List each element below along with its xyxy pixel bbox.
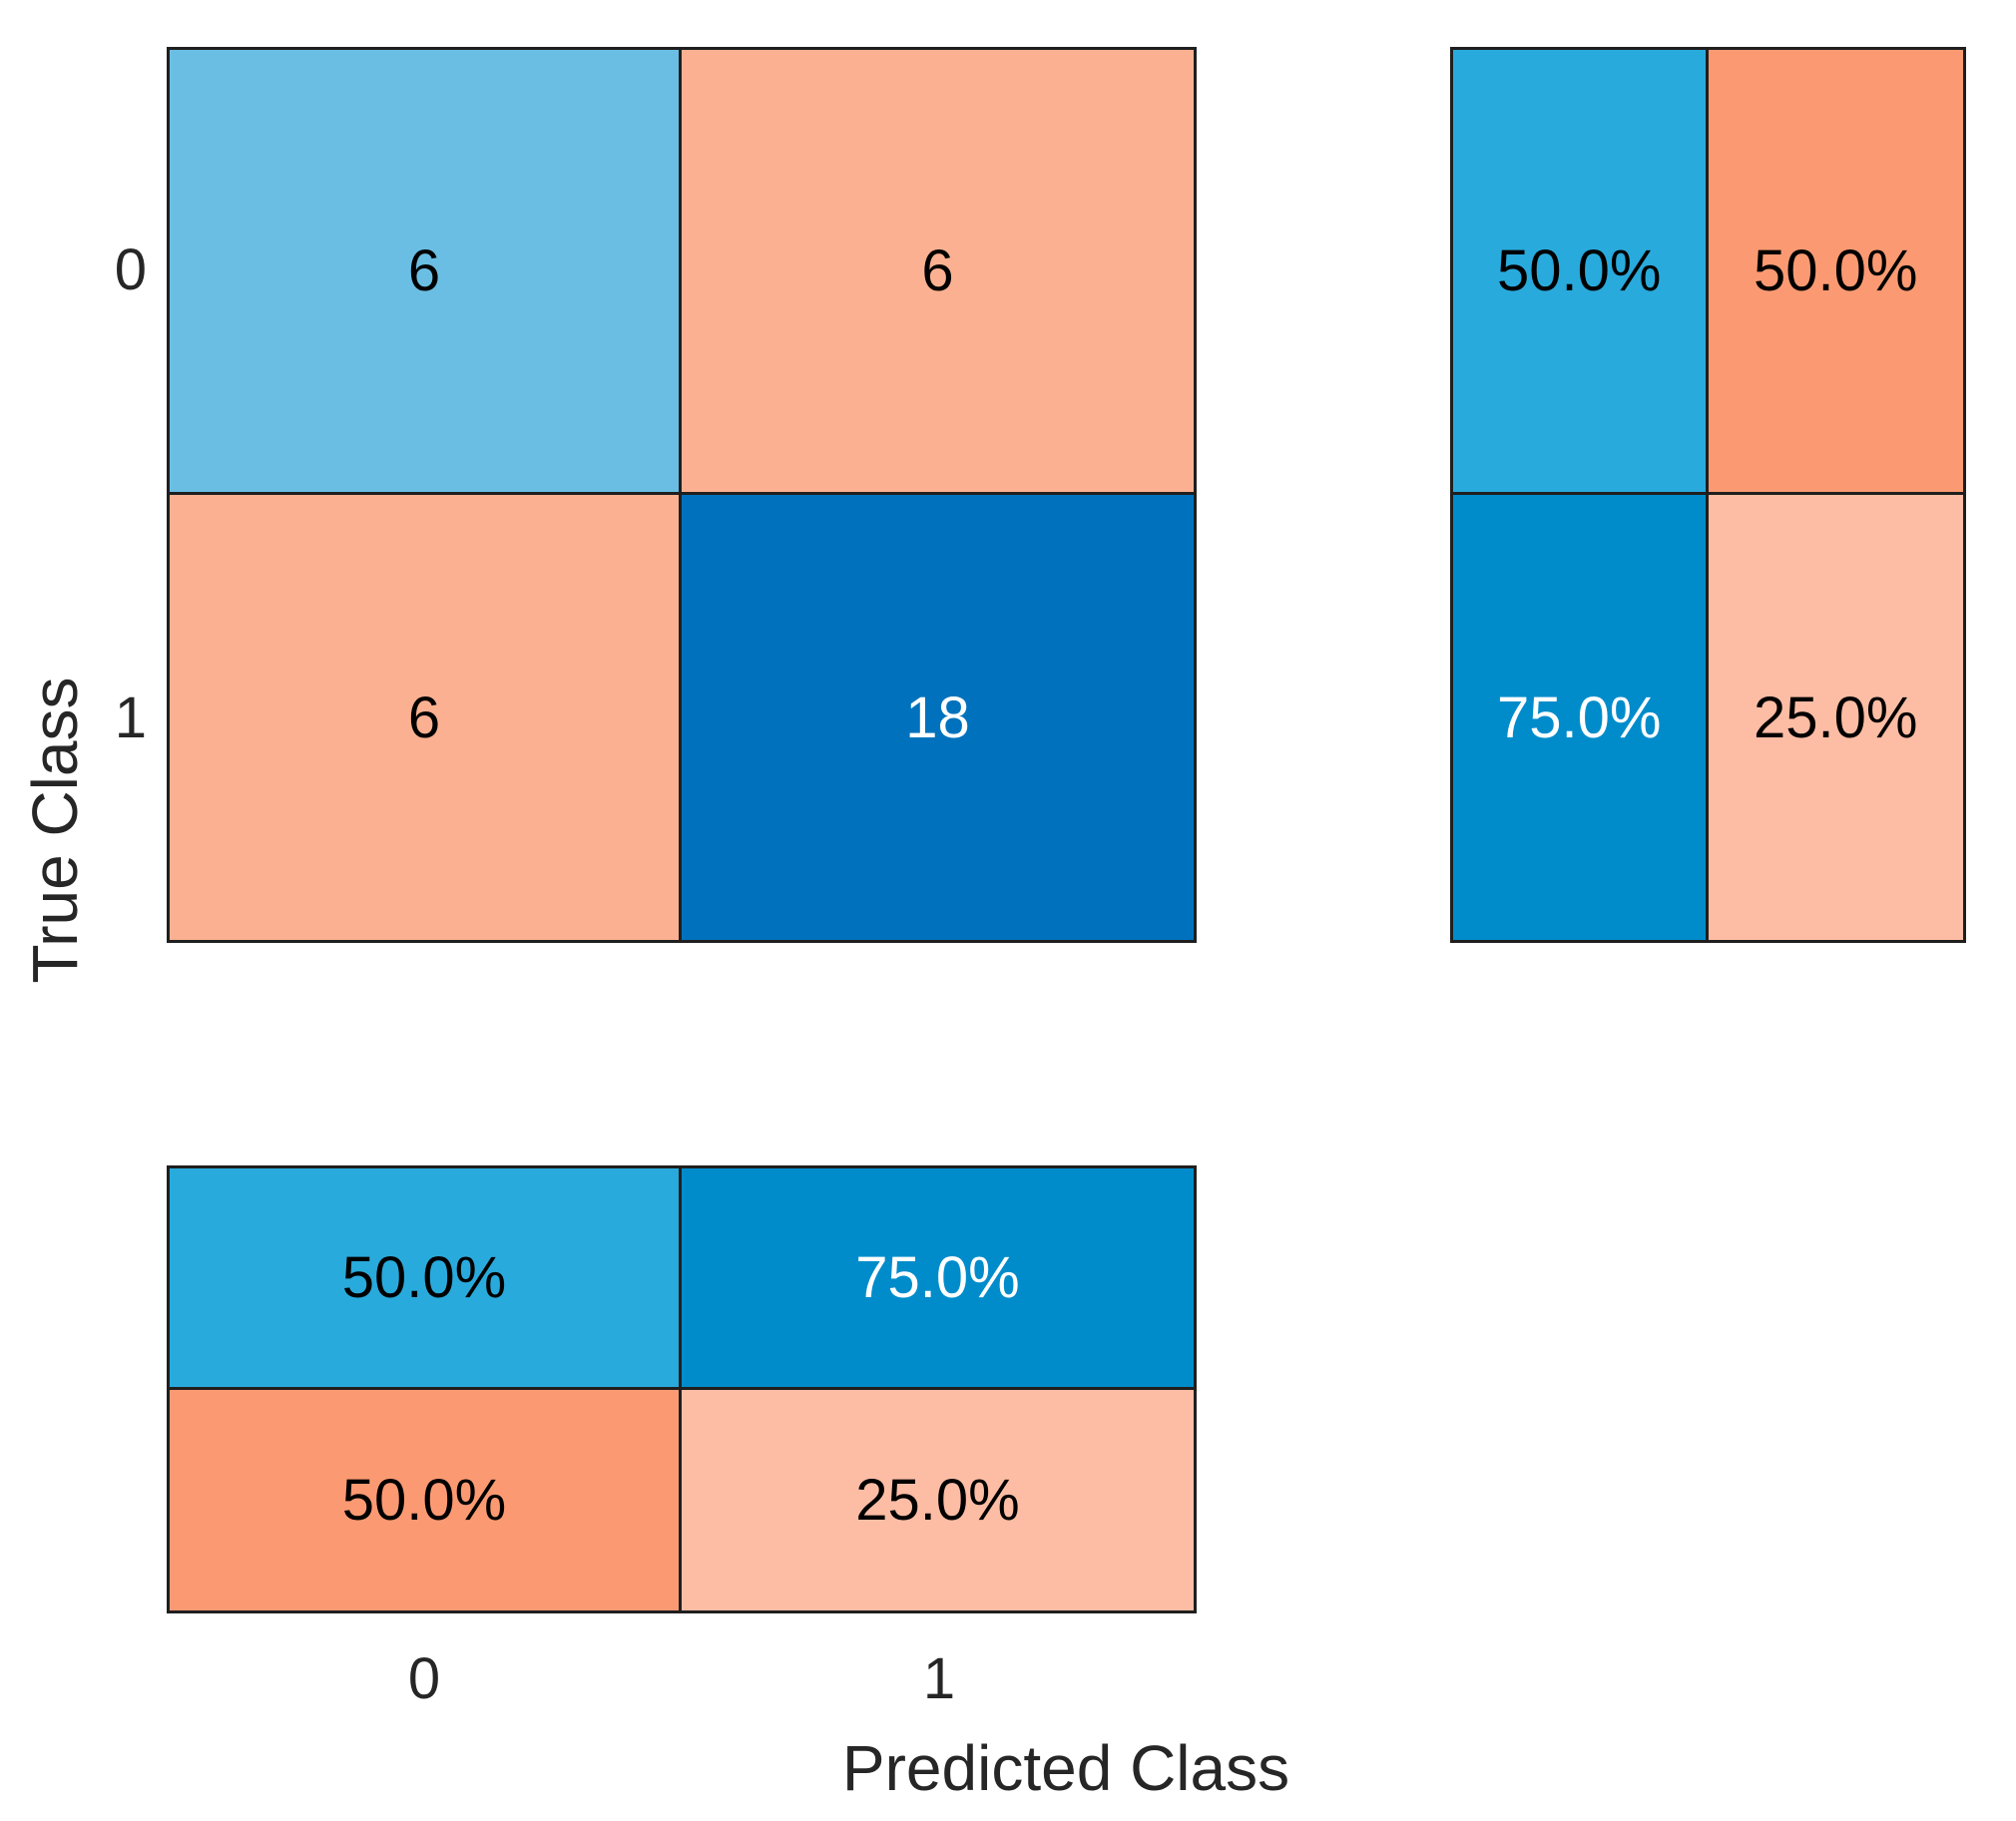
column-summary-cell-pred1-incorrect: 25.0% <box>682 1389 1194 1610</box>
row-summary-cell-true1-correct: 75.0% <box>1453 495 1709 940</box>
y-tick-label-1: 1 <box>114 685 147 750</box>
x-tick-label-0: 0 <box>407 1646 441 1711</box>
cell-percent: 50.0% <box>341 1244 507 1310</box>
cell-count: 6 <box>407 238 441 303</box>
cell-percent: 25.0% <box>855 1467 1020 1533</box>
y-axis-label: True Class <box>19 677 91 984</box>
confusion-matrix-main: 6 6 6 18 <box>167 47 1197 943</box>
cell-percent: 75.0% <box>1497 684 1662 750</box>
cell-percent: 50.0% <box>1497 238 1662 303</box>
row-summary-cell-true0-incorrect: 50.0% <box>1708 50 1963 495</box>
matrix-cell-true0-pred1: 6 <box>682 50 1194 495</box>
matrix-cell-true0-pred0: 6 <box>170 50 682 495</box>
cell-percent: 25.0% <box>1754 684 1918 750</box>
row-summary-panel: 50.0% 50.0% 75.0% 25.0% <box>1450 47 1966 943</box>
cell-count: 18 <box>905 684 970 750</box>
cell-percent: 75.0% <box>855 1244 1020 1310</box>
column-summary-cell-pred0-correct: 50.0% <box>170 1168 682 1390</box>
row-summary-cell-true0-correct: 50.0% <box>1453 50 1709 495</box>
column-summary-cell-pred0-incorrect: 50.0% <box>170 1389 682 1610</box>
cell-percent: 50.0% <box>341 1467 507 1533</box>
cell-percent: 50.0% <box>1754 238 1918 303</box>
matrix-cell-true1-pred0: 6 <box>170 495 682 940</box>
column-summary-panel: 50.0% 75.0% 50.0% 25.0% <box>167 1165 1197 1613</box>
column-summary-cell-pred1-correct: 75.0% <box>682 1168 1194 1390</box>
x-axis-label: Predicted Class <box>841 1732 1290 1804</box>
row-summary-cell-true1-incorrect: 25.0% <box>1708 495 1963 940</box>
y-tick-label-0: 0 <box>114 237 147 302</box>
cell-count: 6 <box>407 684 441 750</box>
matrix-cell-true1-pred1: 18 <box>682 495 1194 940</box>
x-tick-label-1: 1 <box>922 1646 956 1711</box>
cell-count: 6 <box>921 238 954 303</box>
